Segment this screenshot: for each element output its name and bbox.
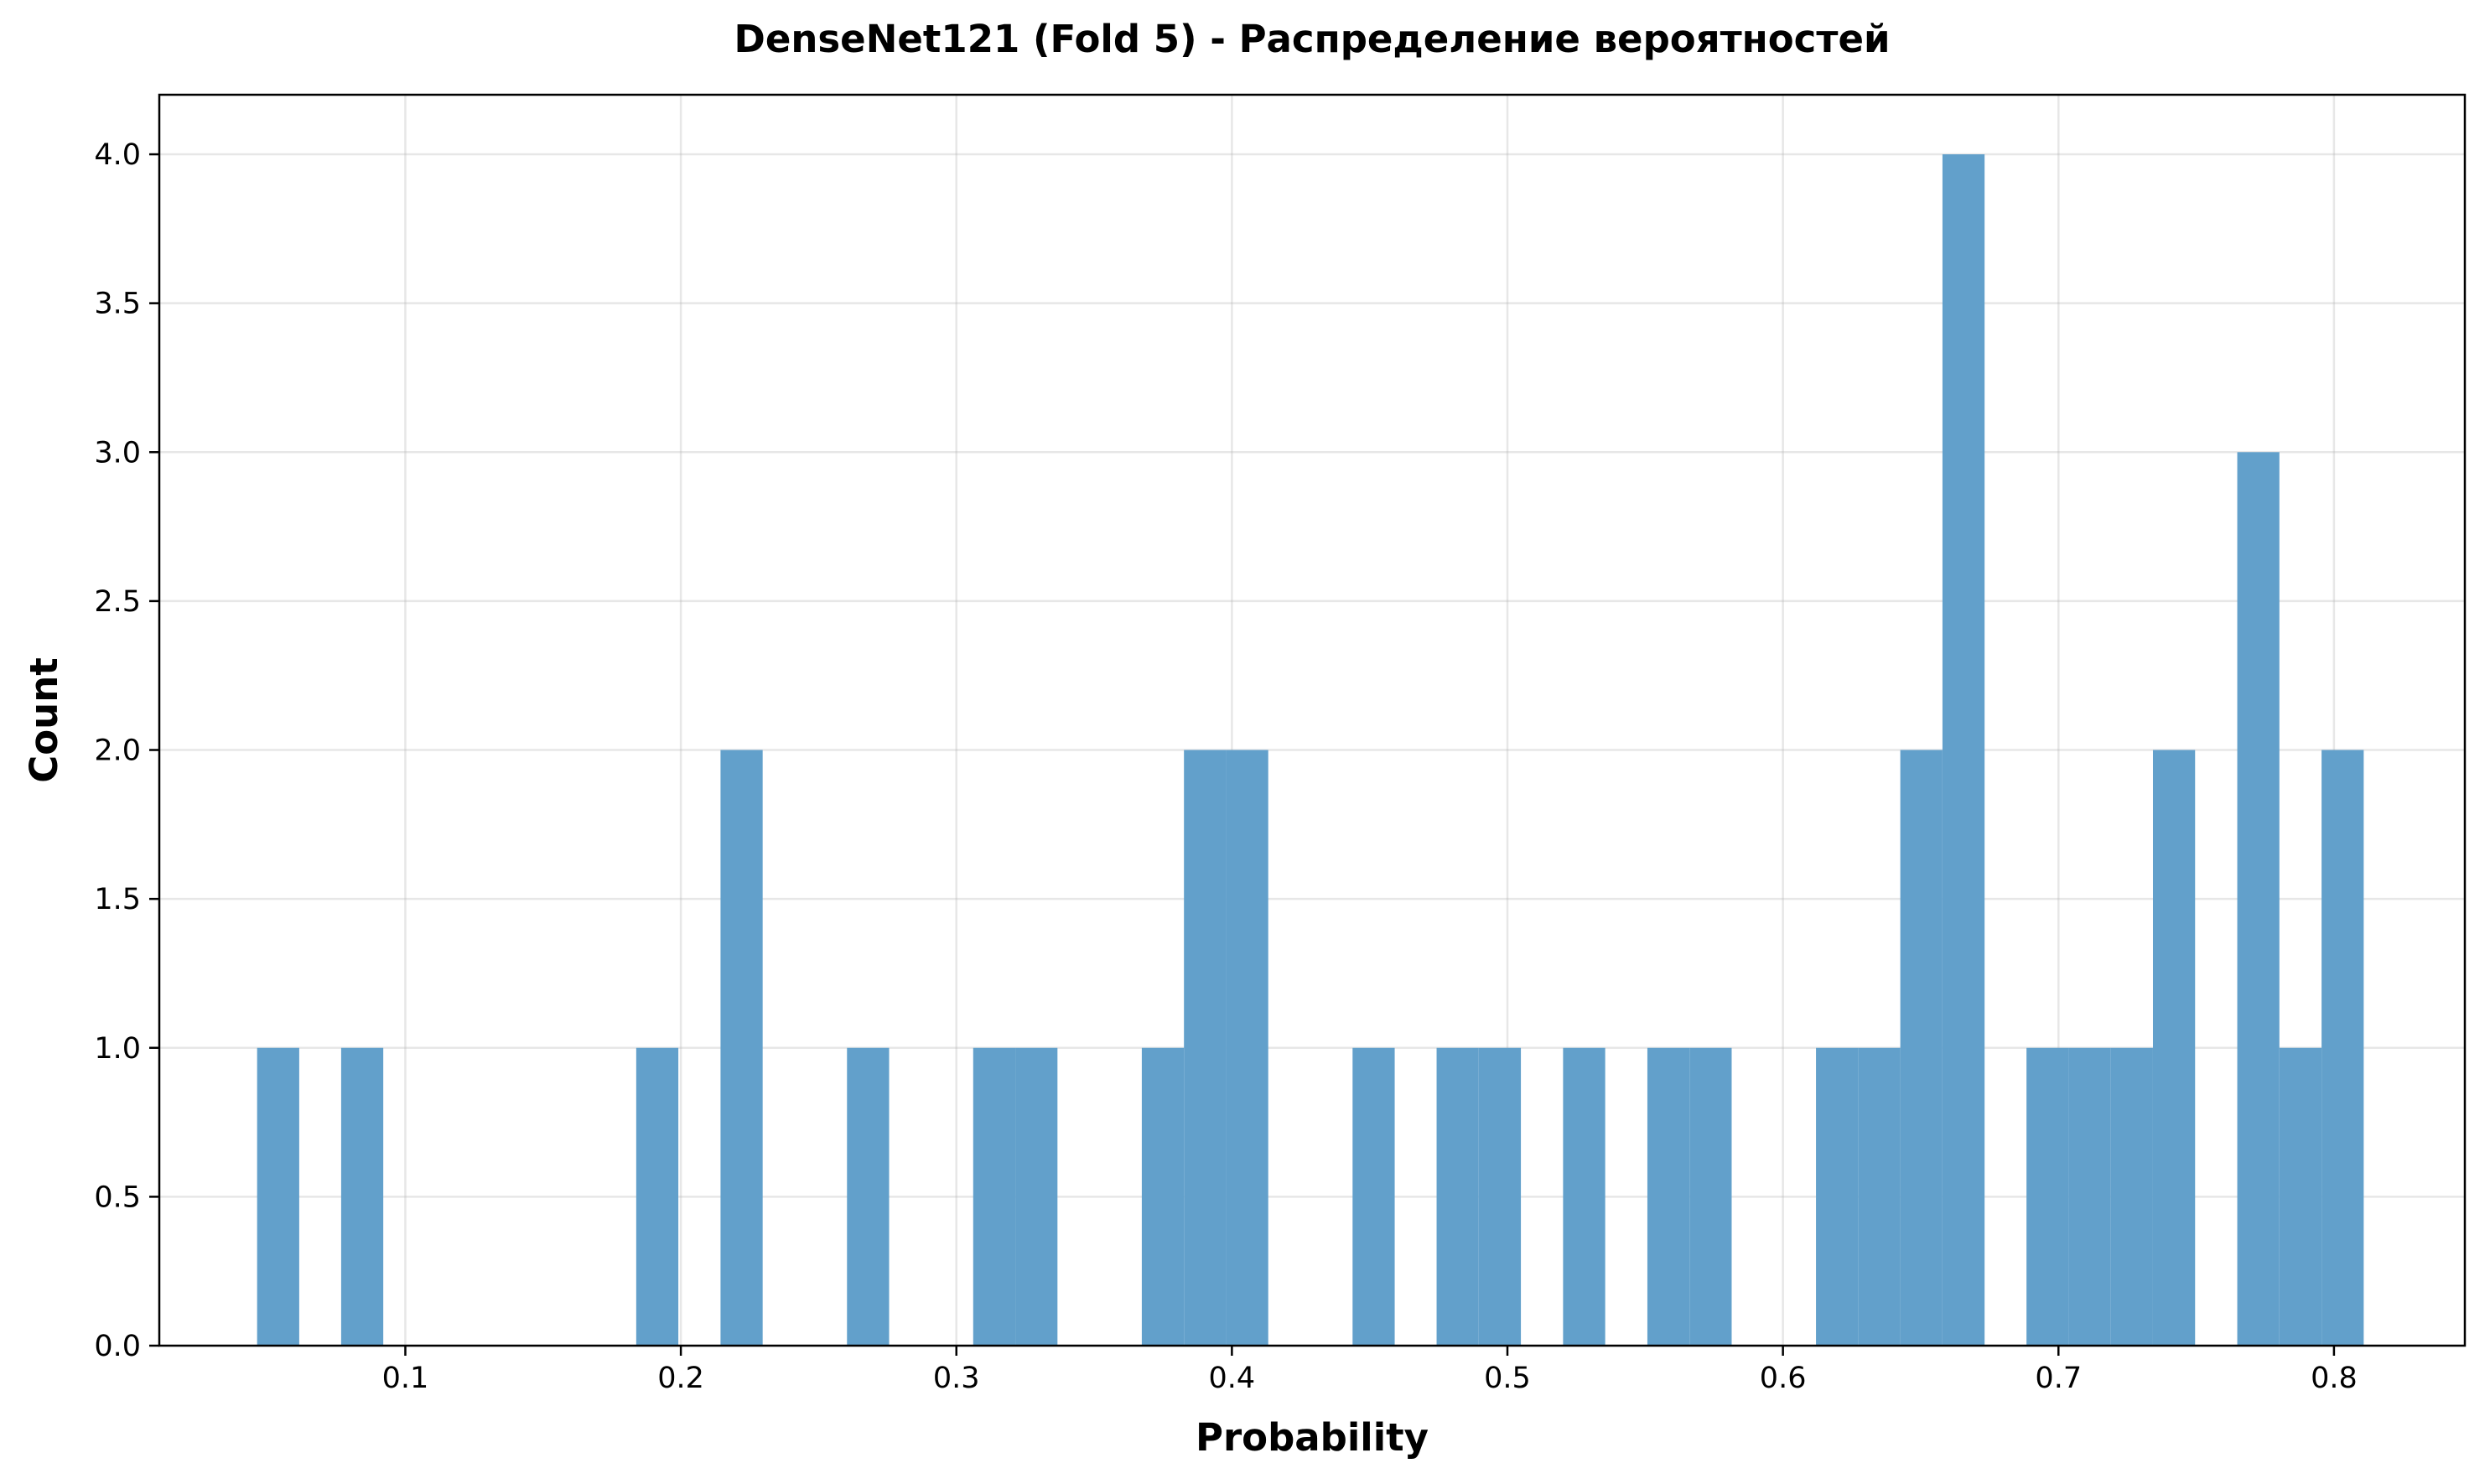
bars-layer: [257, 154, 2364, 1346]
histogram-bar: [1816, 1047, 1859, 1346]
histogram-bar: [2321, 750, 2364, 1346]
x-tick-label: 0.3: [933, 1362, 980, 1395]
y-tick-label: 3.5: [94, 288, 141, 321]
y-axis-label: Count: [22, 657, 66, 783]
histogram-bar: [257, 1047, 299, 1346]
histogram-bar: [1184, 750, 1227, 1346]
histogram-bar: [1226, 750, 1268, 1346]
histogram-bar: [1900, 750, 1943, 1346]
histogram-bar: [1858, 1047, 1901, 1346]
histogram-bar: [1478, 1047, 1522, 1346]
x-tick-label: 0.4: [1209, 1362, 1256, 1395]
histogram-bar: [1352, 1047, 1395, 1346]
histogram-bar: [1141, 1047, 1185, 1346]
x-tick-label: 0.2: [657, 1362, 704, 1395]
y-tick-label: 2.0: [94, 734, 141, 768]
histogram-bar: [720, 750, 763, 1346]
y-tick-label: 1.0: [94, 1032, 141, 1066]
grid-layer: [159, 95, 2465, 1347]
x-tick-label: 0.8: [2311, 1362, 2358, 1395]
histogram-bar: [2110, 1047, 2153, 1346]
histogram-bar: [1689, 1047, 1732, 1346]
y-tick-label: 3.0: [94, 436, 141, 470]
y-tick-label: 0.0: [94, 1330, 141, 1363]
histogram-bar: [847, 1047, 890, 1346]
x-tick-label: 0.6: [1760, 1362, 1807, 1395]
plot-frame: [158, 93, 2467, 1347]
y-tick-label: 0.5: [94, 1180, 141, 1214]
histogram-bar: [1436, 1047, 1479, 1346]
x-tick-label: 0.5: [1484, 1362, 1531, 1395]
y-tick-label: 1.5: [94, 883, 141, 916]
x-tick-label: 0.7: [2035, 1362, 2082, 1395]
y-tick-label: 4.0: [94, 138, 141, 172]
histogram-bar: [973, 1047, 1016, 1346]
histogram-bar: [2026, 1047, 2069, 1346]
histogram-bar: [340, 1047, 384, 1346]
histogram-bar: [1563, 1047, 1606, 1346]
histogram-bar: [2152, 750, 2196, 1346]
histogram-bar: [1942, 154, 1985, 1346]
ticks-layer: 0.1 0.2 0.3 0.4 0.5 0.6 0.7 0.8 0.0 0.5 1.0 1.5 2.0 2…: [94, 138, 2357, 1395]
histogram-bar: [1015, 1047, 1058, 1346]
histogram-bar: [1647, 1047, 1690, 1346]
histogram-bar: [2279, 1047, 2322, 1346]
x-axis-label: Probability: [1196, 1415, 1429, 1460]
chart-title: DenseNet121 (Fold 5) - Распределение вер…: [734, 17, 1890, 61]
histogram-bar: [2068, 1047, 2111, 1346]
y-tick-label: 2.5: [94, 585, 141, 619]
histogram-bar: [2237, 452, 2280, 1346]
x-tick-label: 0.1: [382, 1362, 429, 1395]
histogram-bar: [635, 1047, 679, 1346]
